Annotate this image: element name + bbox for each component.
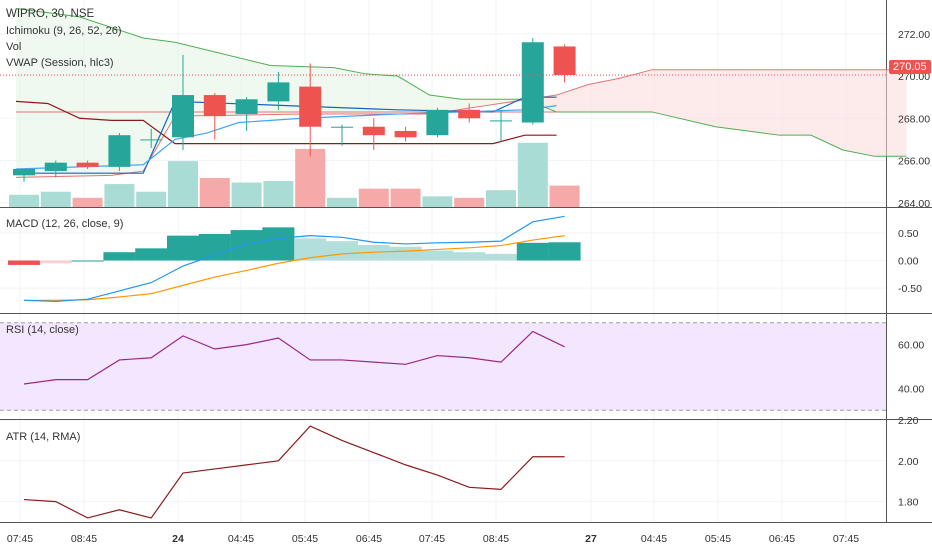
macd-histogram-bar	[39, 260, 72, 264]
macd-histogram-bar	[421, 250, 454, 261]
volume-bar	[40, 191, 71, 207]
macd-histogram-bar	[230, 230, 263, 261]
macd-label[interactable]: MACD (12, 26, close, 9)	[6, 218, 124, 230]
macd-histogram-bar	[71, 260, 104, 262]
macd-histogram-bar	[453, 252, 486, 261]
candle-body	[521, 42, 544, 123]
rsi-tick-label: 60.00	[898, 340, 924, 352]
price-tick-label: 264.00	[898, 198, 930, 210]
volume-bar	[486, 190, 516, 207]
candle-body	[553, 46, 576, 75]
candle-body	[426, 109, 449, 136]
x-tick-label: 08:45	[71, 533, 97, 545]
x-tick-label: 05:45	[292, 533, 318, 545]
x-tick-label: 07:45	[7, 533, 33, 545]
x-tick-label: 27	[585, 533, 597, 545]
volume-bar	[422, 196, 453, 207]
macd-histogram-bar	[167, 235, 199, 261]
x-tick-label: 08:45	[483, 533, 509, 545]
macd-histogram-bar	[262, 227, 295, 261]
last-price-badge: 270.05	[889, 60, 931, 74]
macd-tick-label: -0.50	[898, 283, 922, 295]
x-tick-label: 05:45	[705, 533, 731, 545]
vol-label[interactable]: Vol	[6, 41, 22, 53]
ichimoku-cloud	[532, 69, 907, 157]
volume-bar	[72, 197, 103, 207]
volume-bar	[517, 142, 548, 207]
candle-body	[203, 95, 226, 117]
price-tick-label: 268.00	[898, 113, 930, 125]
atr-tick-label: 1.80	[898, 497, 919, 509]
macd-histogram-bar	[294, 238, 327, 261]
candle-body	[76, 162, 99, 167]
macd-line	[23, 215, 565, 302]
rsi-label[interactable]: RSI (14, close)	[6, 324, 79, 336]
volume-bar	[9, 194, 39, 207]
x-tick-label: 07:45	[419, 533, 445, 545]
price-tick-label: 272.00	[898, 29, 930, 41]
candle-body	[235, 99, 258, 115]
candle-body	[299, 86, 322, 127]
volume-bar	[199, 177, 230, 207]
candle-body	[362, 126, 385, 136]
candle-body	[140, 139, 163, 141]
x-tick-label: 04:45	[641, 533, 667, 545]
candle-body	[490, 120, 512, 122]
x-tick-label: 04:45	[228, 533, 254, 545]
macd-histogram-bar	[548, 242, 581, 261]
macd-tick-label: 0.50	[898, 228, 919, 240]
rsi-band	[0, 322, 886, 411]
candle-body	[458, 109, 481, 119]
candle-body	[44, 162, 67, 172]
ichimoku-span-b-line	[15, 7, 907, 157]
atr-label[interactable]: ATR (14, RMA)	[6, 431, 81, 443]
macd-signal-line	[24, 235, 565, 301]
vwap-line	[15, 105, 557, 170]
atr-tick-label: 2.20	[898, 415, 919, 427]
macd-histogram-bar	[485, 253, 517, 261]
candle-body	[267, 82, 290, 102]
price-tick-label: 266.00	[898, 156, 930, 168]
volume-bar	[549, 185, 580, 207]
atr-tick-label: 2.00	[898, 456, 919, 468]
ichimoku-base-line	[15, 100, 557, 145]
volume-bar	[454, 197, 485, 207]
x-tick-label: 24	[172, 533, 184, 545]
price-tick-label: 270.00	[898, 71, 930, 83]
volume-bar	[231, 182, 262, 207]
rsi-tick-label: 40.00	[898, 383, 924, 395]
macd-histogram-bar	[198, 233, 231, 261]
volume-bar	[104, 184, 135, 207]
ichimoku-label[interactable]: Ichimoku (9, 26, 52, 26)	[6, 25, 122, 37]
volume-bar	[263, 181, 294, 207]
x-tick-label: 07:45	[833, 533, 859, 545]
macd-histogram-bar	[326, 241, 358, 261]
volume-bar	[358, 188, 389, 207]
macd-histogram-bar	[103, 252, 136, 261]
macd-histogram-bar	[8, 260, 40, 265]
candle-body	[394, 130, 417, 138]
x-tick-label: 06:45	[356, 533, 382, 545]
candle-body	[172, 95, 194, 138]
rsi-line	[23, 330, 565, 385]
macd-tick-label: 0.00	[898, 256, 919, 268]
candle-body	[13, 168, 35, 176]
macd-histogram-bar	[135, 248, 168, 261]
vwap-label[interactable]: VWAP (Session, hlc3)	[6, 57, 114, 69]
candle-body	[331, 126, 353, 128]
volume-bar	[390, 188, 421, 207]
volume-bar	[295, 148, 326, 207]
volume-bar	[168, 161, 198, 207]
macd-histogram-bar	[516, 242, 549, 261]
atr-line	[23, 425, 565, 519]
symbol-label: WIPRO, 30, NSE	[6, 8, 95, 20]
x-tick-label: 06:45	[769, 533, 795, 545]
volume-bar	[327, 197, 357, 207]
candle-body	[108, 135, 131, 167]
volume-bar	[136, 191, 167, 207]
macd-histogram-bar	[389, 246, 422, 261]
